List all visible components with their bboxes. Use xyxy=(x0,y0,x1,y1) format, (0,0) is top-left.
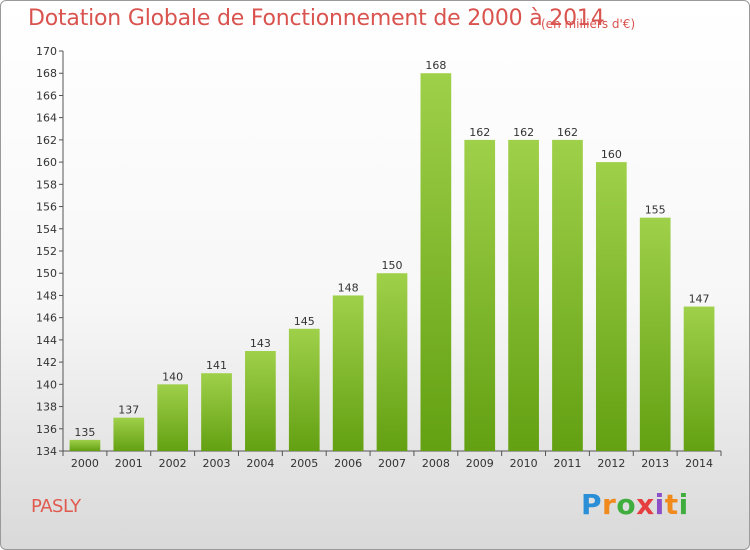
bars: 135 137 140 141 143 145 148 150 168 162 162 162 160 1… xyxy=(69,59,715,451)
chart-subtitle: (en milliers d'€) xyxy=(541,17,636,31)
y-tick-label: 154 xyxy=(36,223,57,236)
x-tick-label: 2002 xyxy=(159,457,187,470)
y-tick-label: 152 xyxy=(36,245,57,258)
x-tick-label: 2006 xyxy=(334,457,362,470)
bar-value-label: 162 xyxy=(513,126,534,139)
x-axis: 2000 2001 2002 2003 2004 2005 2006 2007 2008 2009… xyxy=(62,450,722,470)
bar xyxy=(69,439,101,451)
x-tick-label: 2011 xyxy=(553,457,581,470)
bar-value-label: 168 xyxy=(425,59,446,72)
x-tick-label: 2010 xyxy=(510,457,538,470)
x-tick-label: 2008 xyxy=(422,457,450,470)
bar-value-label: 160 xyxy=(601,148,622,161)
y-tick-label: 138 xyxy=(36,401,57,414)
chart-title: Dotation Globale de Fonctionnement de 20… xyxy=(28,6,605,31)
bar-value-label: 162 xyxy=(469,126,490,139)
y-axis: 134 136 138 140 142 144 146 148 150 152 154 156 158 1… xyxy=(36,45,64,458)
y-tick-label: 150 xyxy=(36,267,57,280)
bar-value-label: 162 xyxy=(557,126,578,139)
bar xyxy=(157,384,189,451)
y-tick-label: 144 xyxy=(36,334,57,347)
y-tick-label: 134 xyxy=(36,445,57,458)
x-tick-label: 2007 xyxy=(378,457,406,470)
y-tick-label: 158 xyxy=(36,178,57,191)
bar xyxy=(508,139,539,451)
bar-value-label: 137 xyxy=(118,404,139,417)
proxiti-logo[interactable]: Proxiti xyxy=(581,488,689,521)
city-name: PASLY xyxy=(31,496,81,517)
x-tick-label: 2004 xyxy=(246,457,274,470)
y-tick-label: 140 xyxy=(36,378,57,391)
bar xyxy=(332,295,364,451)
x-tick-label: 2000 xyxy=(71,457,99,470)
y-tick-label: 162 xyxy=(36,134,57,147)
bar xyxy=(683,306,715,451)
x-tick-label: 2014 xyxy=(685,457,713,470)
y-tick-label: 164 xyxy=(36,112,57,125)
bar xyxy=(288,328,320,451)
bar xyxy=(552,139,583,451)
y-tick-label: 142 xyxy=(36,356,57,369)
bar xyxy=(639,217,671,451)
y-tick-label: 156 xyxy=(36,201,57,214)
bar xyxy=(376,273,408,451)
bar xyxy=(113,417,145,451)
bar-value-label: 147 xyxy=(689,293,710,306)
y-tick-label: 168 xyxy=(36,67,57,80)
y-tick-label: 166 xyxy=(36,89,57,102)
x-tick-label: 2009 xyxy=(466,457,494,470)
bar xyxy=(464,139,496,451)
bar-value-label: 135 xyxy=(74,426,95,439)
bar xyxy=(420,73,452,451)
y-tick-label: 136 xyxy=(36,423,57,436)
y-tick-label: 160 xyxy=(36,156,57,169)
bar-value-label: 150 xyxy=(382,259,403,272)
bar-value-label: 143 xyxy=(250,337,271,350)
bar-value-label: 140 xyxy=(162,370,183,383)
bar xyxy=(245,351,276,451)
bar xyxy=(595,162,627,451)
x-tick-label: 2005 xyxy=(290,457,318,470)
x-tick-label: 2013 xyxy=(641,457,669,470)
x-tick-label: 2003 xyxy=(203,457,231,470)
bar-value-label: 141 xyxy=(206,359,227,372)
bar-value-label: 155 xyxy=(645,204,666,217)
y-tick-label: 170 xyxy=(36,45,57,58)
bar xyxy=(201,373,232,451)
bar-value-label: 148 xyxy=(338,281,359,294)
y-tick-label: 148 xyxy=(36,289,57,302)
y-tick-label: 146 xyxy=(36,312,57,325)
bar-value-label: 145 xyxy=(294,315,315,328)
x-tick-label: 2001 xyxy=(115,457,143,470)
x-tick-label: 2012 xyxy=(597,457,625,470)
